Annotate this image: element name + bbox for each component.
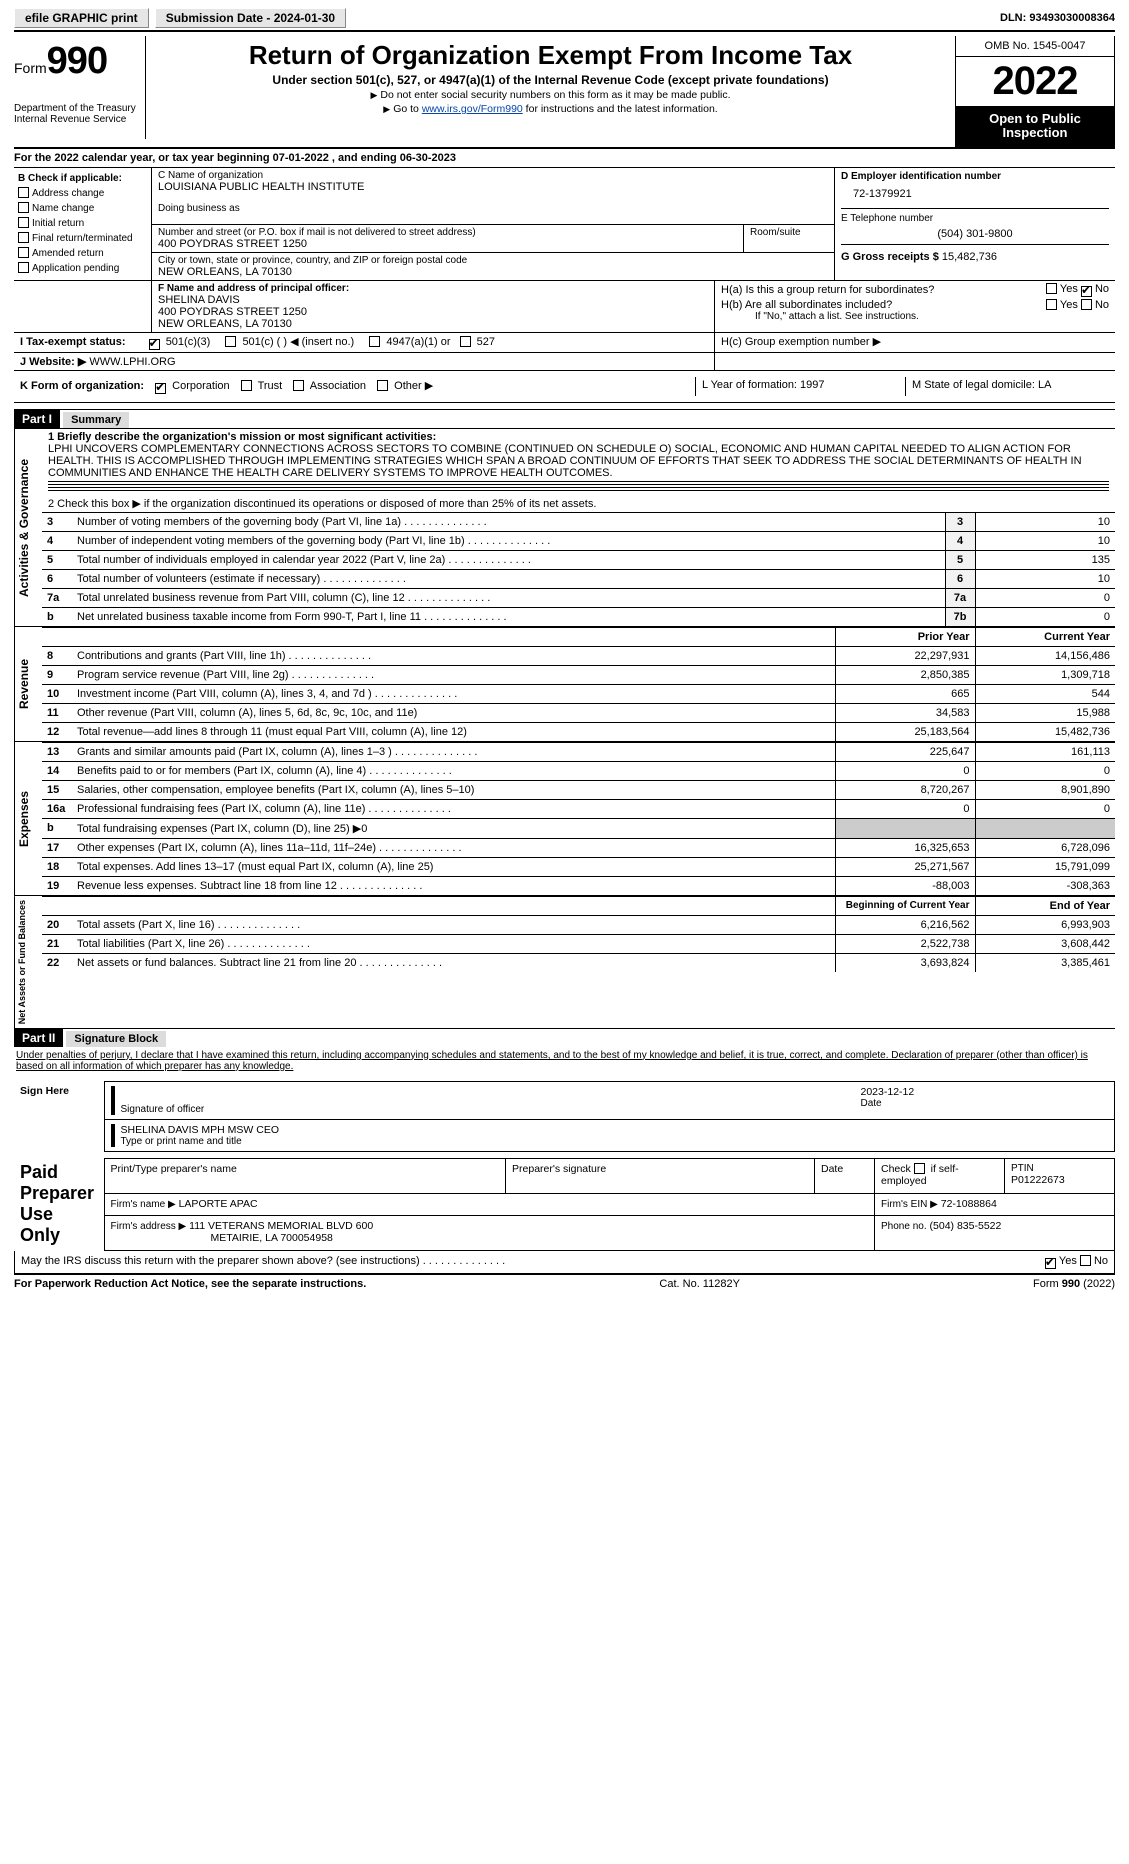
title-row: Form990 Department of the Treasury Inter…	[14, 36, 1115, 148]
org-street: 400 POYDRAS STREET 1250	[158, 238, 737, 250]
part1-bar: Part I	[14, 410, 60, 428]
form-number: 990	[47, 40, 107, 82]
footer-center: Cat. No. 11282Y	[659, 1278, 740, 1290]
mission-text: LPHI UNCOVERS COMPLEMENTARY CONNECTIONS …	[48, 443, 1109, 479]
part2-title: Signature Block	[66, 1031, 166, 1047]
submission-button[interactable]: Submission Date - 2024-01-30	[155, 8, 346, 28]
dln-label: DLN: 93493030008364	[1000, 12, 1115, 24]
section-b: B Check if applicable: Address change Na…	[14, 168, 152, 280]
tax-year: 2022	[955, 57, 1115, 106]
main-title: Return of Organization Exempt From Incom…	[156, 40, 945, 71]
part2-bar: Part II	[14, 1029, 63, 1047]
lines-netassets: Beginning of Current YearEnd of Year 20T…	[42, 896, 1115, 972]
phone: (504) 301-9800	[841, 224, 1109, 244]
line-a: For the 2022 calendar year, or tax year …	[14, 148, 1115, 167]
may-discuss: May the IRS discuss this return with the…	[21, 1255, 1045, 1269]
penalties-text: Under penalties of perjury, I declare th…	[14, 1047, 1115, 1075]
lines-expenses: 13Grants and similar amounts paid (Part …	[42, 742, 1115, 895]
vlabel-netassets: Net Assets or Fund Balances	[14, 896, 42, 1028]
top-bar: efile GRAPHIC print Submission Date - 20…	[14, 8, 1115, 32]
dept-line2: Internal Revenue Service	[14, 114, 141, 125]
preparer-table: Paid Preparer Use Only Print/Type prepar…	[14, 1158, 1115, 1251]
dept-line1: Department of the Treasury	[14, 103, 141, 114]
line-m: M State of legal domicile: LA	[905, 377, 1115, 396]
vlabel-revenue: Revenue	[14, 627, 42, 741]
efile-button[interactable]: efile GRAPHIC print	[14, 8, 149, 28]
line-l: L Year of formation: 1997	[695, 377, 905, 396]
form-word: Form	[14, 60, 47, 76]
sign-here-table: Sign Here Signature of officer 2023-12-1…	[14, 1081, 1115, 1152]
section-c: C Name of organization LOUISIANA PUBLIC …	[152, 168, 835, 280]
lines-revenue: Prior YearCurrent Year 8Contributions an…	[42, 627, 1115, 741]
omb-number: OMB No. 1545-0047	[955, 36, 1115, 57]
org-city: NEW ORLEANS, LA 70130	[158, 266, 828, 278]
website: WWW.LPHI.ORG	[89, 356, 175, 368]
gross-receipts: 15,482,736	[942, 251, 997, 263]
org-name: LOUISIANA PUBLIC HEALTH INSTITUTE	[158, 181, 828, 193]
lines-activities: 3Number of voting members of the governi…	[42, 512, 1115, 626]
section-d: D Employer identification number 72-1379…	[835, 168, 1115, 280]
subtitle-1: Under section 501(c), 527, or 4947(a)(1)…	[156, 73, 945, 87]
footer-left: For Paperwork Reduction Act Notice, see …	[14, 1278, 366, 1290]
ein: 72-1379921	[841, 182, 1109, 208]
footer-right: Form 990 (2022)	[1033, 1278, 1115, 1290]
subtitle-2: Do not enter social security numbers on …	[156, 89, 945, 101]
part1-title: Summary	[63, 412, 129, 428]
vlabel-activities: Activities & Governance	[14, 429, 42, 626]
irs-link[interactable]: www.irs.gov/Form990	[422, 103, 523, 115]
vlabel-expenses: Expenses	[14, 742, 42, 895]
